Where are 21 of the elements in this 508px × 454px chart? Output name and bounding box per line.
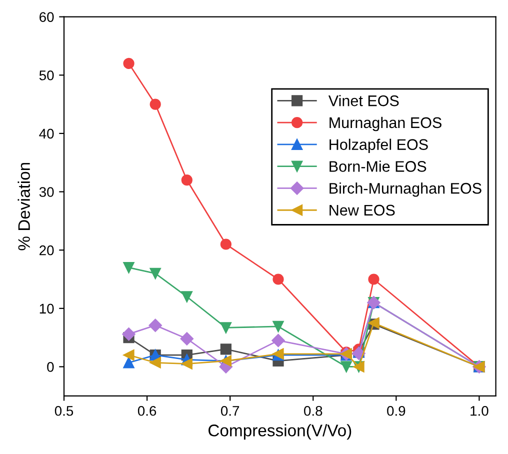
legend-label: Birch-Murnaghan EOS (330, 182, 482, 197)
y-tick-label: 10 (40, 304, 54, 314)
x-axis-title: Compression(V/Vo) (208, 424, 352, 440)
y-tick-label: 40 (39, 128, 54, 139)
y-tick-label: 20 (40, 245, 54, 256)
y-tick-label: 0 (47, 362, 54, 372)
legend-label: New EOS (330, 204, 395, 216)
y-tick-label: 50 (39, 70, 54, 80)
x-tick-label: 0.7 (220, 406, 240, 416)
x-tick-label: 0.6 (138, 406, 156, 416)
x-tick-label: 0.8 (304, 406, 322, 416)
legend-label: Murnaghan EOS (330, 116, 442, 132)
y-tick-label: 30 (39, 187, 54, 197)
legend-label: Vinet EOS (328, 94, 399, 106)
legend-label: Holzapfel EOS (330, 138, 428, 153)
x-tick-label: 0.9 (387, 406, 406, 416)
y-axis-title: % Deviation (18, 162, 30, 250)
legend-label: Born-Mie EOS (330, 160, 426, 172)
x-tick-label: 1.0 (470, 406, 488, 416)
y-tick-label: 60 (40, 12, 54, 22)
x-tick-label: 0.5 (54, 406, 74, 416)
